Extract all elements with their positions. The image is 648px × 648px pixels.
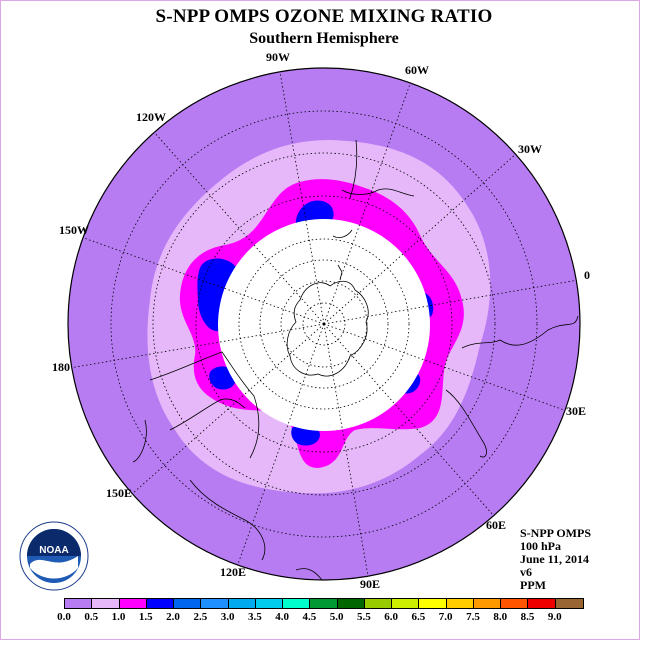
colorbar-swatch bbox=[174, 599, 202, 608]
colorbar-tick-label: 8.5 bbox=[520, 611, 535, 623]
graticule bbox=[69, 71, 579, 577]
lon-label-150e: 150E bbox=[106, 486, 133, 500]
colorbar-swatch bbox=[419, 599, 447, 608]
colorbar-tick-label: 4.0 bbox=[275, 611, 289, 623]
lon-label-90e: 90E bbox=[360, 577, 381, 591]
colorbar-tick-label: 7.0 bbox=[438, 611, 453, 623]
colorbar-tick-label: 4.5 bbox=[302, 611, 317, 623]
colorbar-swatch bbox=[119, 599, 147, 608]
colorbar-swatch bbox=[528, 599, 556, 608]
colorbar-swatch bbox=[201, 599, 229, 608]
info-version: v6 bbox=[520, 565, 532, 579]
colorbar-tick-label: 3.0 bbox=[220, 611, 235, 623]
colorbar-tick-label: 1.0 bbox=[111, 611, 126, 623]
colorbar-swatch bbox=[283, 599, 311, 608]
colorbar-tick-label: 3.5 bbox=[247, 611, 262, 623]
figure-frame bbox=[0, 0, 640, 640]
colorbar bbox=[64, 598, 584, 609]
lon-label-120w: 120W bbox=[136, 110, 166, 124]
coastlines bbox=[132, 139, 579, 580]
map-boundary bbox=[67, 67, 581, 581]
info-date: June 11, 2014 bbox=[520, 552, 590, 566]
lon-label-60w: 60W bbox=[405, 63, 429, 77]
colorbar-tick-label: 2.5 bbox=[193, 611, 208, 623]
colorbar-tick-label: 6.0 bbox=[384, 611, 399, 623]
colorbar-tick-label: 1.5 bbox=[138, 611, 153, 623]
colorbar-tick-label: 7.5 bbox=[466, 611, 480, 623]
colorbar-tick-label: 0.0 bbox=[57, 611, 71, 623]
info-instrument: S-NPP OMPS bbox=[520, 526, 591, 540]
colorbar-swatch bbox=[228, 599, 256, 608]
info-level: 100 hPa bbox=[520, 539, 562, 553]
lon-label-60e: 60E bbox=[486, 518, 507, 532]
colorbar-tick-label: 5.5 bbox=[357, 611, 371, 623]
colorbar-swatch bbox=[392, 599, 420, 608]
colorbar-swatch bbox=[337, 599, 365, 608]
colorbar-swatch bbox=[65, 599, 93, 608]
colorbar-swatch bbox=[310, 599, 338, 608]
lon-label-30w: 30W bbox=[518, 142, 542, 156]
lon-label-120e: 120E bbox=[220, 565, 247, 579]
lon-label-90w: 90W bbox=[266, 50, 290, 64]
colorbar-tick-label: 9.0 bbox=[547, 611, 562, 623]
map-title: S-NPP OMPS OZONE MIXING RATIO bbox=[155, 6, 493, 27]
map-subtitle: Southern Hemisphere bbox=[249, 30, 399, 47]
colorbar-tick-label: 5.0 bbox=[329, 611, 344, 623]
colorbar-swatch bbox=[92, 599, 120, 608]
colorbar-swatch bbox=[146, 599, 174, 608]
colorbar-swatch bbox=[555, 599, 583, 608]
south-pole-marker bbox=[322, 322, 326, 326]
colorbar-swatch bbox=[446, 599, 474, 608]
colorbar-swatch bbox=[473, 599, 501, 608]
lon-label-150w: 150W bbox=[59, 223, 89, 237]
lon-label-30e: 30E bbox=[566, 404, 587, 418]
lon-label-180: 180 bbox=[52, 360, 70, 374]
noaa-logo: NOAA bbox=[19, 521, 89, 591]
colorbar-tick-label: 2.0 bbox=[166, 611, 180, 623]
colorbar-swatch bbox=[364, 599, 392, 608]
colorbar-tick-label: 8.0 bbox=[493, 611, 508, 623]
colorbar-tick-label: 0.5 bbox=[84, 611, 99, 623]
colorbar-tick-label: 6.5 bbox=[411, 611, 426, 623]
noaa-logo-text: NOAA bbox=[39, 545, 68, 556]
info-units: PPM bbox=[520, 578, 546, 592]
product-info: S-NPP OMPS 100 hPa June 11, 2014 v6 PPM bbox=[520, 527, 591, 592]
colorbar-swatch bbox=[501, 599, 529, 608]
colorbar-swatch bbox=[255, 599, 283, 608]
lon-label-0: 0 bbox=[584, 268, 590, 282]
